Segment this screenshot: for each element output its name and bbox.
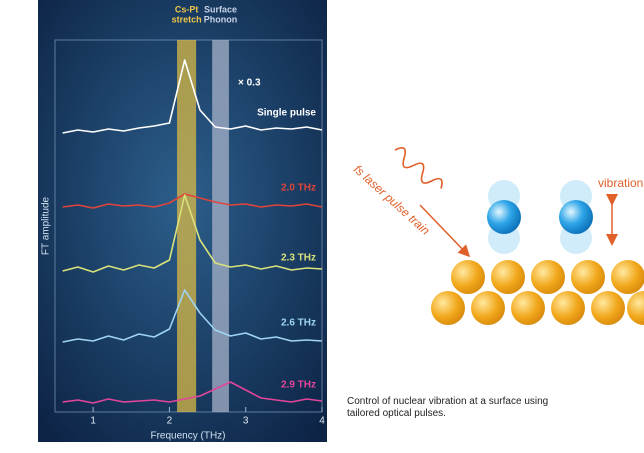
x-axis-label: Frequency (THz) — [150, 431, 225, 442]
x-tick-label: 1 — [90, 416, 96, 427]
band-label: Cs-Pt — [175, 4, 199, 14]
adsorbate-atom — [559, 200, 593, 234]
x-tick-label: 3 — [243, 416, 249, 427]
series-note: × 0.3 — [238, 78, 261, 89]
band-label: stretch — [172, 14, 202, 24]
series-label: 2.3 THz — [281, 253, 316, 264]
diagram: fs laser pulse train vibration — [351, 145, 644, 325]
band-label: Phonon — [204, 14, 238, 24]
x-tick-label: 2 — [167, 416, 173, 427]
page: FT amplitude Frequency (THz) Cs-Ptstretc… — [0, 0, 644, 448]
band-label: Surface — [204, 4, 237, 14]
caption: Control of nuclear vibration at a surfac… — [347, 396, 577, 420]
pulse-wave — [391, 145, 446, 194]
vibration-label: vibration — [598, 176, 643, 190]
band — [212, 40, 229, 412]
x-tick-label: 4 — [319, 416, 325, 427]
adsorbate-atom — [487, 200, 521, 234]
series-label: 2.0 THz — [281, 183, 316, 194]
figure: FT amplitude Frequency (THz) Cs-Ptstretc… — [0, 0, 644, 448]
laser-label: fs laser pulse train — [351, 162, 433, 238]
series-label: 2.6 THz — [281, 318, 316, 329]
band — [177, 40, 196, 412]
series-label: 2.9 THz — [281, 380, 316, 391]
y-axis-label: FT amplitude — [41, 196, 52, 255]
series-label: Single pulse — [257, 108, 316, 119]
substrate — [431, 260, 644, 325]
